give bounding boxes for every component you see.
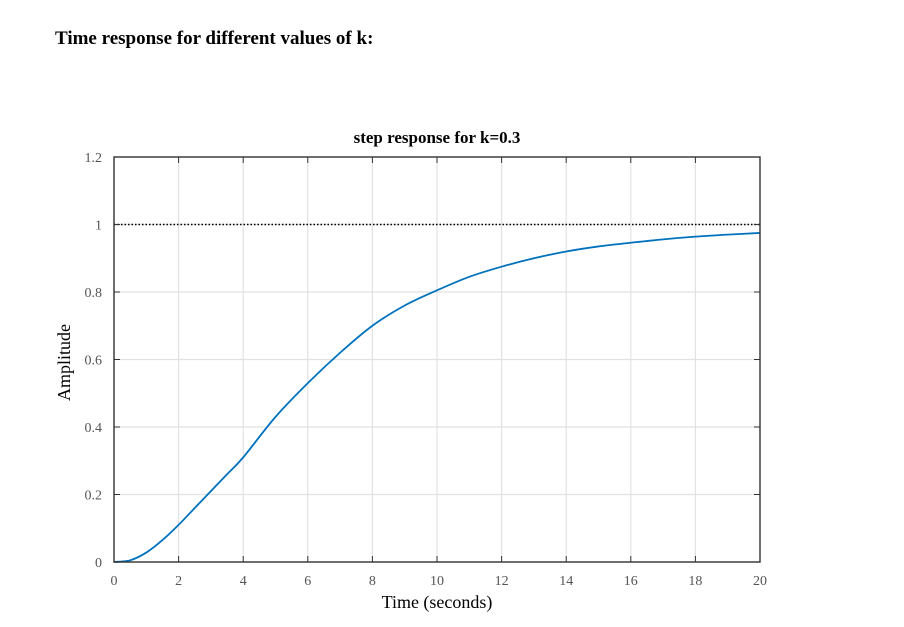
y-tick-label: 0.6: [85, 354, 103, 369]
grid-layer: [113, 156, 761, 563]
y-tick-label: 1.2: [85, 151, 103, 166]
y-tick-label: 1: [95, 219, 102, 234]
y-tick-label: 0: [95, 556, 102, 571]
x-tick-label: 0: [111, 574, 118, 589]
page-heading: Time response for different values of k:: [55, 28, 374, 49]
x-tick-label: 18: [688, 574, 702, 589]
x-tick-label: 8: [369, 574, 376, 589]
x-axis-label: Time (seconds): [382, 592, 493, 613]
y-tick-label: 0.4: [85, 421, 103, 436]
x-tick-label: 2: [175, 574, 182, 589]
x-tick-label: 12: [495, 574, 509, 589]
y-tick-labels: 0 0.2 0.4 0.6 0.8 1 1.2: [85, 151, 103, 571]
x-tick-label: 6: [304, 574, 311, 589]
chart-title: step response for k=0.3: [354, 128, 521, 147]
step-response-line: [113, 232, 761, 563]
y-tick-label: 0.8: [85, 286, 103, 301]
x-tick-label: 4: [240, 574, 247, 589]
y-axis-label: Amplitude: [54, 324, 74, 401]
y-tick-label: 0.2: [85, 489, 103, 504]
x-tick-label: 14: [559, 574, 573, 589]
ticks-layer: [113, 156, 761, 563]
series-layer: [113, 232, 761, 563]
x-tick-labels: 0 2 4 6 8 10 12 14 16 18 20: [111, 574, 768, 589]
x-tick-label: 16: [624, 574, 638, 589]
x-tick-label: 20: [753, 574, 767, 589]
x-tick-label: 10: [430, 574, 444, 589]
